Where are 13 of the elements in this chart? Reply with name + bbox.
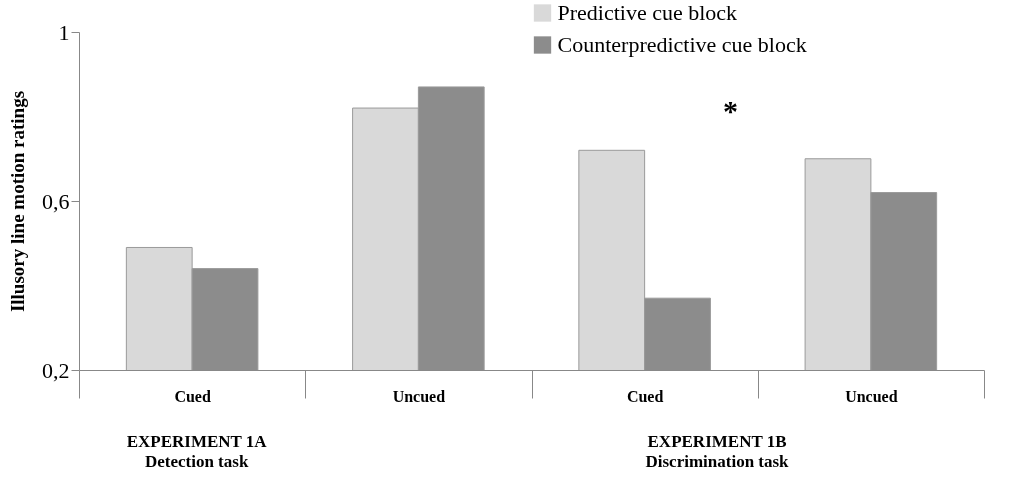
legend-label: Predictive cue block [557, 0, 738, 25]
x-tick-label: Uncued [845, 387, 898, 405]
y-tick-label: 0,2 [42, 357, 70, 383]
x-tick-label: Uncued [392, 387, 446, 405]
y-axis-title: Illusory line motion ratings [7, 90, 28, 313]
legend-label: Counterpredictive cue block [557, 32, 807, 57]
x-tick-label: Cued [626, 387, 664, 405]
x-tick-label: Cued [174, 387, 211, 405]
annotation: * [723, 94, 739, 127]
y-tick-label: 1 [58, 19, 70, 45]
y-tick-label: 0,6 [42, 188, 70, 214]
text: EXPERIMENT 1A Detection task [126, 432, 268, 471]
text: EXPERIMENT 1B Discrimination task [645, 432, 790, 471]
